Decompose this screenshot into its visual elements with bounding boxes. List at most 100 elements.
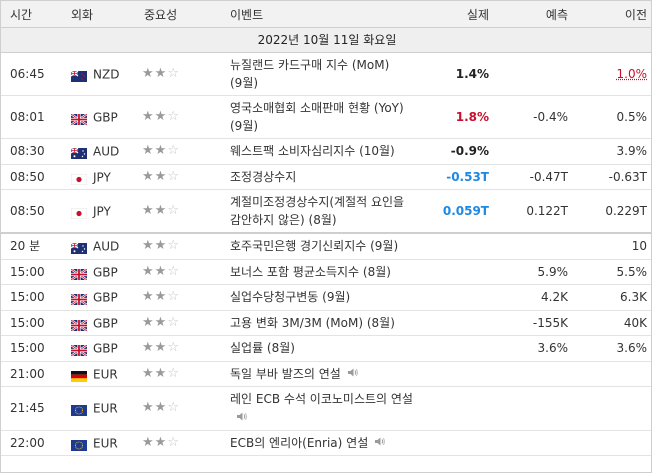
header-currency[interactable]: 외화 bbox=[65, 1, 132, 28]
event-row[interactable]: 08:30 AUD ★★☆ 웨스트팩 소비자심리지수 (10월) -0.9% 3.9% bbox=[1, 138, 651, 165]
star-icon: ★ bbox=[154, 314, 168, 330]
importance-stars: ★★☆ bbox=[132, 52, 224, 96]
event-row[interactable]: 06:45 NZD ★★☆ 뉴질랜드 카드구매 지수 (MoM) (9월) 1.4% 1.… bbox=[1, 52, 651, 96]
event-name[interactable]: ECB의 엔리아(Enria) 연설 bbox=[224, 430, 427, 456]
forecast-value bbox=[495, 386, 574, 431]
event-name[interactable]: 웨스트팩 소비자심리지수 (10월) bbox=[224, 138, 427, 165]
previous-value: 6.3K bbox=[574, 284, 651, 311]
previous-value bbox=[574, 430, 651, 456]
event-name-label[interactable]: 고용 변화 3M/3M (MoM) (8월) bbox=[230, 315, 395, 330]
event-name[interactable]: 호주국민은행 경기신뢰지수 (9월) bbox=[224, 232, 427, 260]
event-time: 08:50 bbox=[1, 189, 65, 234]
event-currency: EUR bbox=[65, 386, 132, 431]
header-actual[interactable]: 실제 bbox=[427, 1, 495, 28]
event-name[interactable]: 레인 ECB 수석 이코노미스트의 연설 bbox=[224, 386, 427, 431]
gb-flag-icon bbox=[70, 112, 88, 126]
gb-flag-icon bbox=[70, 318, 88, 332]
event-row[interactable]: 15:00 GBP ★★☆ 고용 변화 3M/3M (MoM) (8월) -155K 40… bbox=[1, 310, 651, 336]
importance-stars: ★★☆ bbox=[132, 284, 224, 311]
day-label: 2022년 10월 11일 화요일 bbox=[1, 27, 651, 53]
event-name[interactable]: 조정경상수지 bbox=[224, 164, 427, 190]
event-name-label[interactable]: 실업수당청구변동 (9월) bbox=[230, 290, 351, 305]
actual-value bbox=[427, 430, 495, 456]
actual-value bbox=[427, 335, 495, 362]
star-icon: ★ bbox=[154, 143, 168, 159]
star-icon: ★ bbox=[154, 263, 168, 279]
currency-code: EUR bbox=[93, 401, 118, 416]
event-name[interactable]: 실업수당청구변동 (9월) bbox=[224, 284, 427, 311]
forecast-value bbox=[495, 138, 574, 165]
event-row[interactable]: 20 분 AUD ★★☆ 호주국민은행 경기신뢰지수 (9월) 10 bbox=[1, 232, 651, 260]
jp-flag-icon bbox=[70, 172, 88, 185]
currency-code: GBP bbox=[93, 341, 118, 356]
event-name-label[interactable]: 독일 부바 발즈의 연설 bbox=[230, 366, 341, 381]
event-row[interactable]: 22:00 EUR ★★☆ ECB의 엔리아(Enria) 연설 bbox=[1, 430, 651, 456]
event-time: 08:50 bbox=[1, 164, 65, 190]
event-name[interactable]: 고용 변화 3M/3M (MoM) (8월) bbox=[224, 310, 427, 336]
event-name-label[interactable]: 영국소매협회 소매판매 현황 (YoY) (9월) bbox=[230, 101, 404, 133]
header-event[interactable]: 이벤트 bbox=[224, 1, 427, 28]
event-currency: NZD bbox=[65, 52, 132, 96]
previous-value: 40K bbox=[574, 310, 651, 336]
importance-stars: ★★☆ bbox=[132, 259, 224, 285]
event-name[interactable]: 뉴질랜드 카드구매 지수 (MoM) (9월) bbox=[224, 52, 427, 96]
importance-stars: ★★☆ bbox=[132, 138, 224, 165]
speaker-icon bbox=[236, 409, 248, 427]
currency-code: JPY bbox=[93, 170, 111, 184]
forecast-value bbox=[495, 232, 574, 260]
star-icon: ★ bbox=[142, 365, 155, 381]
currency-code: GBP bbox=[93, 290, 118, 305]
header-previous[interactable]: 이전 bbox=[574, 1, 651, 28]
event-name-label[interactable]: 보너스 포함 평균소득지수 (8월) bbox=[230, 264, 391, 279]
star-icon: ☆ bbox=[167, 434, 180, 450]
actual-value bbox=[427, 361, 495, 387]
speaker-icon bbox=[347, 365, 359, 383]
star-icon: ★ bbox=[154, 66, 168, 81]
revised-previous-value[interactable]: 1.0% bbox=[616, 67, 648, 81]
star-icon: ★ bbox=[142, 314, 155, 330]
event-row[interactable]: 08:50 JPY ★★☆ 조정경상수지 -0.53T -0.47T -0.63T bbox=[1, 164, 651, 190]
event-name-label[interactable]: 계절미조정경상수지(계절적 요인을 감안하지 않은) (8월) bbox=[230, 195, 405, 227]
event-name-label[interactable]: 실업률 (8월) bbox=[230, 341, 295, 356]
event-name-label[interactable]: 호주국민은행 경기신뢰지수 (9월) bbox=[230, 239, 399, 254]
event-currency: JPY bbox=[65, 189, 132, 234]
star-icon: ☆ bbox=[167, 314, 180, 330]
header-importance[interactable]: 중요성 bbox=[132, 1, 224, 28]
event-currency: GBP bbox=[65, 95, 132, 139]
previous-value: 0.5% bbox=[574, 95, 651, 139]
event-name[interactable]: 보너스 포함 평균소득지수 (8월) bbox=[224, 259, 427, 285]
event-name-label[interactable]: 뉴질랜드 카드구매 지수 (MoM) (9월) bbox=[230, 58, 390, 90]
event-name-label[interactable]: 레인 ECB 수석 이코노미스트의 연설 bbox=[230, 392, 413, 406]
previous-value: -0.63T bbox=[574, 164, 651, 190]
star-icon: ☆ bbox=[167, 289, 180, 305]
header-forecast[interactable]: 예측 bbox=[495, 1, 574, 28]
event-name[interactable]: 독일 부바 발즈의 연설 bbox=[224, 361, 427, 387]
event-row[interactable]: 15:00 GBP ★★☆ 실업률 (8월) 3.6% 3.6% bbox=[1, 335, 651, 362]
event-name-label[interactable]: 웨스트팩 소비자심리지수 (10월) bbox=[230, 144, 395, 159]
actual-value: -0.53T bbox=[427, 164, 495, 190]
header-time[interactable]: 시간 bbox=[1, 1, 65, 28]
importance-stars: ★★☆ bbox=[132, 95, 224, 139]
star-icon: ☆ bbox=[167, 365, 180, 381]
star-icon: ☆ bbox=[167, 340, 180, 356]
event-row[interactable]: 21:45 EUR ★★☆ 레인 ECB 수석 이코노미스트의 연설 bbox=[1, 386, 651, 431]
star-icon: ★ bbox=[154, 400, 168, 416]
event-row[interactable]: 21:00 EUR ★★☆ 독일 부바 발즈의 연설 bbox=[1, 361, 651, 387]
event-name-label[interactable]: 조정경상수지 bbox=[230, 169, 297, 184]
event-name-label[interactable]: ECB의 엔리아(Enria) 연설 bbox=[230, 435, 369, 450]
event-row[interactable]: 08:50 JPY ★★☆ 계절미조정경상수지(계절적 요인을 감안하지 않은) (8… bbox=[1, 189, 651, 234]
importance-stars: ★★☆ bbox=[132, 310, 224, 336]
importance-stars: ★★☆ bbox=[132, 164, 224, 190]
event-name[interactable]: 실업률 (8월) bbox=[224, 335, 427, 362]
event-row[interactable]: 15:00 GBP ★★☆ 실업수당청구변동 (9월) 4.2K 6.3K bbox=[1, 284, 651, 311]
event-row[interactable]: 15:00 GBP ★★☆ 보너스 포함 평균소득지수 (8월) 5.9% 5.5% bbox=[1, 259, 651, 285]
star-icon: ☆ bbox=[167, 263, 180, 279]
event-name[interactable]: 영국소매협회 소매판매 현황 (YoY) (9월) bbox=[224, 95, 427, 139]
previous-value bbox=[574, 386, 651, 431]
event-currency: GBP bbox=[65, 310, 132, 336]
event-name[interactable]: 계절미조정경상수지(계절적 요인을 감안하지 않은) (8월) bbox=[224, 189, 427, 234]
event-row[interactable]: 08:01 GBP ★★☆ 영국소매협회 소매판매 현황 (YoY) (9월) 1.8%… bbox=[1, 95, 651, 139]
event-currency: GBP bbox=[65, 335, 132, 362]
star-icon: ☆ bbox=[167, 238, 180, 254]
event-currency: JPY bbox=[65, 164, 132, 190]
